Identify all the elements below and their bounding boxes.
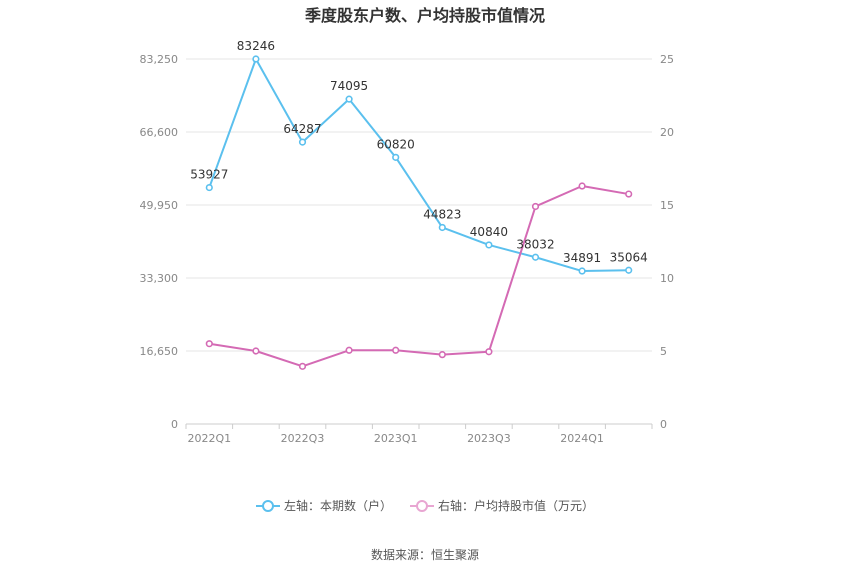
- x-tick-label: 2023Q3: [467, 432, 511, 445]
- data-point-left: [625, 266, 633, 274]
- series-line-right: [209, 185, 629, 368]
- data-point-left: [531, 253, 540, 261]
- data-point-left: [298, 138, 307, 146]
- data-point-right: [438, 351, 446, 359]
- right-tick-label: 25: [660, 53, 674, 66]
- data-point-left: [578, 267, 586, 275]
- data-point-right: [578, 182, 586, 190]
- legend: 左轴：本期数（户） 右轴：户均持股市值（万元）: [0, 497, 850, 514]
- left-tick-label: 0: [171, 418, 178, 431]
- legend-item-right[interactable]: 右轴：户均持股市值（万元）: [410, 497, 594, 514]
- data-label: 64287: [283, 122, 321, 136]
- left-tick-label: 66,600: [140, 126, 179, 139]
- data-label: 53927: [190, 168, 228, 182]
- legend-item-left[interactable]: 左轴：本期数（户）: [255, 497, 392, 514]
- data-label: 38032: [516, 237, 554, 251]
- chart-svg: 0 16,650 33,300 49,950 66,600 83,250 0 5 10 15 20…: [140, 39, 675, 445]
- x-tick-label: 2024Q1: [560, 432, 604, 445]
- left-axis: 0 16,650 33,300 49,950 66,600 83,250: [140, 53, 179, 431]
- data-label: 60820: [377, 137, 415, 151]
- data-label: 44823: [423, 207, 461, 221]
- data-label: 83246: [237, 39, 275, 53]
- data-point-right: [205, 340, 213, 348]
- data-label: 35064: [610, 250, 648, 264]
- right-axis: 0 5 10 15 20 25: [660, 53, 674, 431]
- source-note: 数据来源：恒生聚源: [370, 548, 479, 562]
- data-point-left: [252, 55, 260, 63]
- data-point-right: [298, 362, 307, 370]
- left-tick-label: 16,650: [140, 345, 179, 358]
- legend-marker-left-icon: [255, 499, 280, 512]
- data-point-right: [392, 346, 400, 354]
- data-label: 34891: [563, 251, 601, 265]
- left-tick-label: 33,300: [140, 272, 179, 285]
- data-point-left: [438, 223, 446, 232]
- x-tick-label: 2022Q3: [281, 432, 325, 445]
- right-tick-label: 10: [660, 272, 674, 285]
- data-label: 74095: [330, 79, 368, 93]
- grid-lines: [186, 58, 652, 425]
- data-label: 40840: [470, 225, 508, 239]
- series-line-left: [208, 58, 629, 273]
- data-point-right: [252, 347, 260, 355]
- chart-title: 季度股东户数、户均持股市值情况: [304, 6, 545, 25]
- data-labels: 53927 83246 64287 74095 60820 44823 40840 38032…: [190, 39, 648, 265]
- data-point-left: [345, 95, 353, 103]
- legend-label-right: 右轴：户均持股市值（万元）: [438, 499, 595, 513]
- left-tick-label: 83,250: [140, 53, 179, 66]
- right-tick-label: 15: [660, 199, 674, 212]
- data-point-left: [205, 183, 213, 192]
- data-point-right: [345, 346, 353, 354]
- x-axis: 2022Q1 2022Q3 2023Q1 2023Q3 2024Q1: [185, 424, 653, 445]
- data-point-right: [625, 190, 633, 198]
- data-point-right: [531, 202, 540, 211]
- right-tick-label: 20: [660, 126, 674, 139]
- legend-marker-right-icon: [410, 499, 434, 512]
- data-point-left: [485, 241, 493, 249]
- left-tick-label: 49,950: [140, 199, 179, 212]
- right-tick-label: 5: [660, 345, 667, 358]
- x-tick-label: 2022Q1: [187, 432, 231, 445]
- right-tick-label: 0: [660, 418, 667, 431]
- x-tick-label: 2023Q1: [374, 432, 418, 445]
- legend-label-left: 左轴：本期数（户）: [283, 499, 392, 513]
- series-layer: [205, 55, 633, 370]
- data-point-right: [485, 348, 493, 356]
- data-point-left: [392, 153, 400, 161]
